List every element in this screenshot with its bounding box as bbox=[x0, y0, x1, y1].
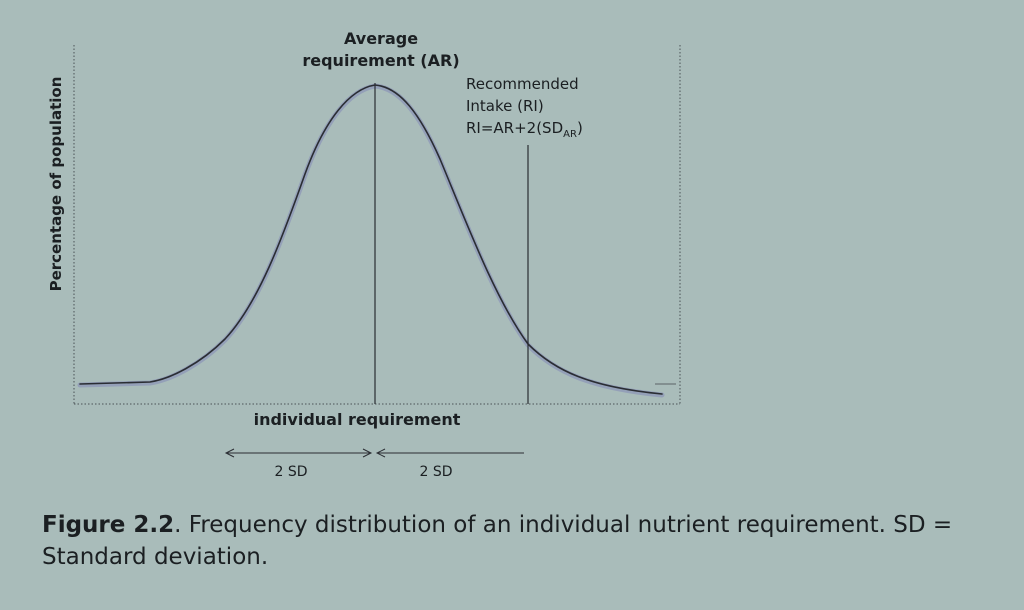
ri-formula-close: ) bbox=[577, 119, 583, 137]
ri-label-line2: Intake (RI) bbox=[466, 97, 544, 115]
y-axis-label: Percentage of population bbox=[47, 77, 65, 292]
requirement-distribution-diagram: Percentage of population Average require… bbox=[47, 29, 681, 480]
figure-label: Figure 2.2 bbox=[42, 512, 175, 538]
ri-formula: RI=AR+2(SDAR) bbox=[466, 119, 583, 140]
sd-left-arrow bbox=[224, 448, 373, 458]
x-axis-label: individual requirement bbox=[254, 410, 461, 429]
sd-right-arrow bbox=[375, 448, 524, 458]
sd-left-label: 2 SD bbox=[274, 464, 307, 480]
ri-formula-main: RI=AR+2(SD bbox=[466, 119, 563, 137]
caption-text: . Frequency distribution of an individua… bbox=[42, 512, 953, 570]
ar-label-line2: requirement (AR) bbox=[302, 51, 459, 70]
ri-label-line1: Recommended bbox=[466, 75, 579, 93]
ar-label-line1: Average bbox=[344, 29, 418, 48]
ri-formula-subscript: AR bbox=[563, 129, 577, 140]
figure-caption: Figure 2.2. Frequency distribution of an… bbox=[42, 509, 1002, 573]
sd-right-label: 2 SD bbox=[419, 464, 452, 480]
